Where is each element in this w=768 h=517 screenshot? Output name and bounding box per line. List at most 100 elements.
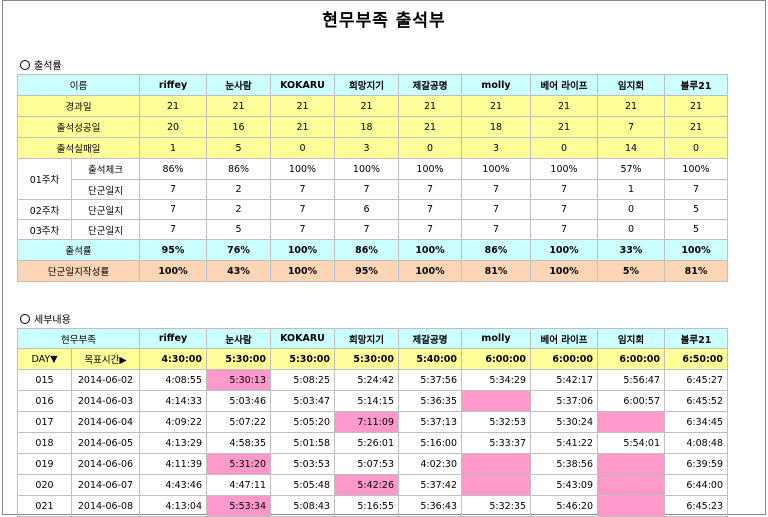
check-value: 100% <box>270 158 335 180</box>
time-cell <box>461 390 531 412</box>
check-value: 100% <box>664 158 728 180</box>
circle-bullet-icon <box>20 60 30 70</box>
date-cell: 2014-06-06 <box>71 453 140 475</box>
diary-value: 5 <box>206 219 271 240</box>
detail-table: 현무부족 riffey 눈사람 KOKARU 희망지기 제갈공명 molly 베어 라이프 임지… <box>17 328 728 517</box>
time-cell: 5:41:22 <box>530 432 598 454</box>
member-name: 눈사람 <box>206 328 271 349</box>
time-cell: 4:14:33 <box>139 390 207 412</box>
check-value: 57% <box>597 158 665 180</box>
member-name: 임지회 <box>597 74 665 96</box>
day-number: 016 <box>17 390 72 412</box>
time-cell: 5:07:53 <box>334 453 399 475</box>
elapsed-days-row: 경과일 21 21 21 21 21 21 21 21 21 <box>17 95 728 117</box>
fail-value: 14 <box>597 137 665 159</box>
diary-rate-value: 81% <box>664 260 728 282</box>
time-cell: 5:16:00 <box>398 432 462 454</box>
elapsed-label: 경과일 <box>17 95 140 117</box>
target-time: 5:40:00 <box>398 348 462 370</box>
time-cell: 5:32:35 <box>461 495 531 517</box>
diary-value: 7 <box>398 199 462 220</box>
date-cell: 2014-06-08 <box>71 495 140 517</box>
check-label: 출석체크 <box>71 158 140 180</box>
time-cell: 5:42:17 <box>530 369 598 391</box>
time-cell: 4:13:29 <box>139 432 207 454</box>
member-name: 블루21 <box>664 74 728 96</box>
diary-rate-value: 100% <box>270 260 335 282</box>
time-cell <box>597 411 665 433</box>
member-name: 블루21 <box>664 328 728 349</box>
rate-value: 86% <box>461 239 531 261</box>
detail-row: 016 2014-06-03 4:14:33 5:03:46 5:03:47 5:14:1… <box>17 390 728 412</box>
target-time: 6:00:00 <box>597 348 665 370</box>
target-time: 5:30:00 <box>334 348 399 370</box>
time-cell: 6:45:23 <box>664 495 728 517</box>
diary-rate-value: 100% <box>398 260 462 282</box>
fail-label: 출석실패일 <box>17 137 140 159</box>
time-cell: 5:03:46 <box>206 390 271 412</box>
time-cell: 5:54:01 <box>597 432 665 454</box>
diary-value: 7 <box>139 199 207 220</box>
target-time: 6:00:00 <box>461 348 531 370</box>
time-cell: 5:14:15 <box>334 390 399 412</box>
diary-value: 0 <box>597 219 665 240</box>
rate-value: 100% <box>664 239 728 261</box>
member-name: molly <box>461 328 531 349</box>
time-cell: 6:45:52 <box>664 390 728 412</box>
member-name: 제갈공명 <box>398 328 462 349</box>
rate-label: 출석률 <box>17 239 140 261</box>
time-cell: 6:34:45 <box>664 411 728 433</box>
time-cell: 5:36:43 <box>398 495 462 517</box>
time-cell: 5:43:09 <box>530 474 598 496</box>
diary-value: 7 <box>530 219 598 240</box>
tribe-header: 현무부족 <box>17 328 140 349</box>
date-cell: 2014-06-02 <box>71 369 140 391</box>
success-value: 18 <box>334 116 399 138</box>
day-number: 019 <box>17 453 72 475</box>
diary-value: 2 <box>206 199 271 220</box>
success-value: 21 <box>530 116 598 138</box>
diary-label: 단군일지 <box>71 219 140 240</box>
diary-value: 2 <box>206 179 271 200</box>
target-time-row: DAY▼ 목표시간▶ 4:30:00 5:30:00 5:30:00 5:30:00 5:4… <box>17 348 728 370</box>
time-cell: 6:44:00 <box>664 474 728 496</box>
diary-value: 0 <box>597 199 665 220</box>
time-cell: 5:03:47 <box>270 390 335 412</box>
fail-value: 3 <box>334 137 399 159</box>
diary-rate-value: 5% <box>597 260 665 282</box>
detail-row: 021 2014-06-08 4:13:04 5:53:34 5:08:43 5:16:5… <box>17 495 728 517</box>
fail-value: 5 <box>206 137 271 159</box>
target-time: 5:30:00 <box>206 348 271 370</box>
diary-value: 1 <box>597 179 665 200</box>
rate-value: 100% <box>398 239 462 261</box>
member-name: KOKARU <box>270 328 335 349</box>
time-cell: 5:36:35 <box>398 390 462 412</box>
week2-diary-row: 02주차 단군일지 7 2 7 6 7 7 7 0 5 <box>17 199 728 220</box>
check-value: 86% <box>206 158 271 180</box>
check-value: 86% <box>139 158 207 180</box>
detail-row: 020 2014-06-07 4:43:46 4:47:11 5:05:48 5:42:2… <box>17 474 728 496</box>
week3-label: 03주차 <box>17 219 72 240</box>
time-cell: 5:26:01 <box>334 432 399 454</box>
rate-value: 86% <box>334 239 399 261</box>
member-name: 베어 라이프 <box>530 328 598 349</box>
time-cell: 4:13:04 <box>139 495 207 517</box>
target-time: 6:50:00 <box>664 348 728 370</box>
time-cell: 5:05:48 <box>270 474 335 496</box>
time-cell: 7:11:09 <box>334 411 399 433</box>
attendance-rate-row: 출석률 95% 76% 100% 86% 100% 86% 100% 33% 100% <box>17 239 728 261</box>
diary-value: 7 <box>139 219 207 240</box>
time-cell: 4:08:48 <box>664 432 728 454</box>
elapsed-value: 21 <box>530 95 598 117</box>
success-value: 21 <box>270 116 335 138</box>
diary-rate-row: 단군일지작성률 100% 43% 100% 95% 100% 81% 100% 5% 81% <box>17 260 728 282</box>
elapsed-value: 21 <box>398 95 462 117</box>
elapsed-value: 21 <box>139 95 207 117</box>
time-cell: 5:05:20 <box>270 411 335 433</box>
name-header: 이름 <box>17 74 140 96</box>
member-name: riffey <box>139 74 207 96</box>
time-cell <box>597 495 665 517</box>
time-cell: 5:24:42 <box>334 369 399 391</box>
time-cell: 5:37:56 <box>398 369 462 391</box>
time-cell: 5:30:13 <box>206 369 271 391</box>
